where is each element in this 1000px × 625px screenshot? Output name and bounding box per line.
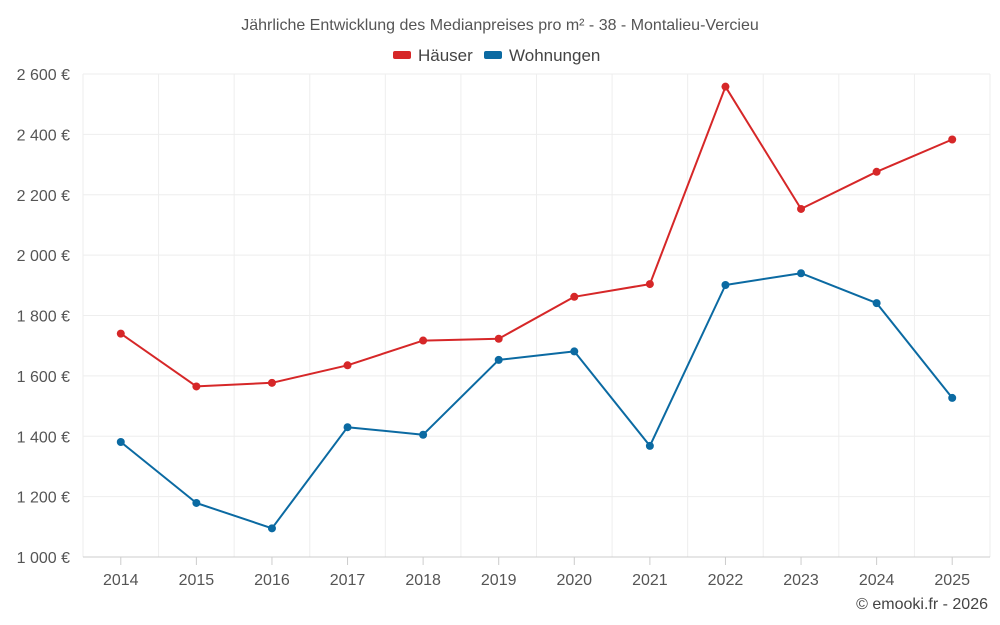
x-tick-label: 2016 bbox=[254, 572, 290, 589]
series-group bbox=[116, 82, 957, 533]
x-tick-label: 2017 bbox=[330, 572, 366, 589]
y-tick-label: 1 600 € bbox=[17, 369, 70, 386]
y-tick-label: 1 000 € bbox=[17, 550, 70, 567]
data-point-hauser[interactable] bbox=[494, 334, 503, 343]
series-line-wohnungen bbox=[120, 272, 953, 530]
legend-swatch-wohnungen bbox=[484, 51, 502, 59]
data-point-hauser[interactable] bbox=[343, 361, 352, 370]
data-point-wohnungen[interactable] bbox=[872, 299, 881, 308]
legend-item-wohnungen[interactable]: Wohnungen bbox=[484, 46, 600, 65]
chart-title: Jährliche Entwicklung des Medianpreises … bbox=[241, 17, 759, 34]
y-tick-label: 2 000 € bbox=[17, 248, 70, 265]
data-point-wohnungen[interactable] bbox=[192, 498, 201, 507]
data-point-hauser[interactable] bbox=[797, 204, 806, 213]
x-tick-label: 2018 bbox=[405, 572, 441, 589]
data-point-wohnungen[interactable] bbox=[116, 437, 125, 446]
legend-swatch-hauser bbox=[393, 51, 411, 59]
data-point-wohnungen[interactable] bbox=[721, 281, 730, 290]
data-point-wohnungen[interactable] bbox=[494, 355, 503, 364]
x-tick-label: 2021 bbox=[632, 572, 668, 589]
x-tick-label: 2023 bbox=[783, 572, 819, 589]
data-point-wohnungen[interactable] bbox=[797, 269, 806, 278]
data-point-wohnungen[interactable] bbox=[948, 393, 957, 402]
data-point-hauser[interactable] bbox=[872, 167, 881, 176]
y-tick-label: 2 600 € bbox=[17, 67, 70, 84]
y-tick-label: 1 200 € bbox=[17, 490, 70, 507]
legend-label-wohnungen: Wohnungen bbox=[509, 46, 600, 65]
data-point-hauser[interactable] bbox=[721, 82, 730, 91]
series-line-hauser bbox=[120, 85, 953, 388]
y-tick-label: 1 400 € bbox=[17, 429, 70, 446]
data-point-hauser[interactable] bbox=[645, 280, 654, 289]
data-point-hauser[interactable] bbox=[419, 336, 428, 345]
x-axis: 2014 2015 2016 2017 2018 2019 2020 2021 2022 2023… bbox=[83, 556, 990, 589]
data-point-wohnungen[interactable] bbox=[419, 430, 428, 439]
legend-item-hauser[interactable]: Häuser bbox=[393, 46, 473, 65]
y-axis: 1 000 € 1 200 € 1 400 € 1 600 € 1 800 € 2 000… bbox=[17, 67, 70, 567]
x-tick-label: 2019 bbox=[481, 572, 517, 589]
data-point-hauser[interactable] bbox=[267, 378, 276, 387]
data-point-wohnungen[interactable] bbox=[645, 441, 654, 450]
data-point-hauser[interactable] bbox=[192, 382, 201, 391]
legend: Häuser Wohnungen bbox=[393, 46, 600, 65]
data-point-hauser[interactable] bbox=[570, 292, 579, 301]
y-tick-label: 2 200 € bbox=[17, 188, 70, 205]
data-point-wohnungen[interactable] bbox=[570, 347, 579, 356]
data-point-hauser[interactable] bbox=[948, 135, 957, 144]
data-point-wohnungen[interactable] bbox=[267, 524, 276, 533]
gridlines bbox=[82, 73, 991, 557]
credit-text: © emooki.fr - 2026 bbox=[856, 596, 988, 613]
data-point-wohnungen[interactable] bbox=[343, 423, 352, 432]
x-tick-label: 2014 bbox=[103, 572, 139, 589]
y-tick-label: 1 800 € bbox=[17, 309, 70, 326]
x-tick-label: 2022 bbox=[708, 572, 744, 589]
x-tick-label: 2025 bbox=[934, 572, 970, 589]
x-tick-label: 2024 bbox=[859, 572, 895, 589]
x-tick-label: 2015 bbox=[179, 572, 215, 589]
y-tick-label: 2 400 € bbox=[17, 127, 70, 144]
data-point-hauser[interactable] bbox=[116, 329, 125, 338]
x-tick-label: 2020 bbox=[556, 572, 592, 589]
legend-label-hauser: Häuser bbox=[418, 46, 473, 65]
